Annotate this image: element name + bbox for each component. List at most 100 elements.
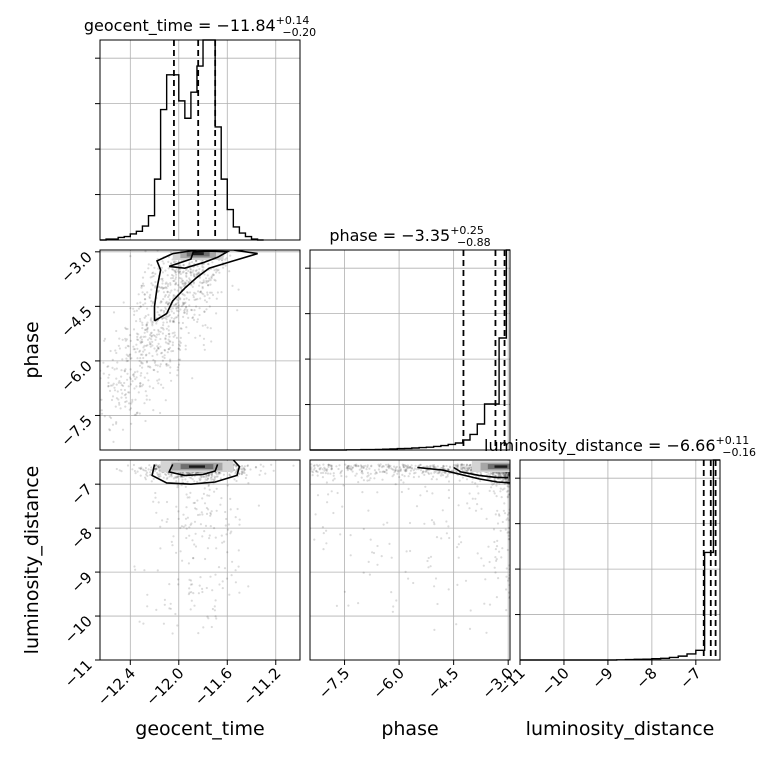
sample-point [173,261,176,264]
sample-point [111,358,114,361]
sample-point [497,472,500,475]
sample-point [158,466,161,469]
sample-point [412,476,415,479]
sample-point [214,248,216,250]
sample-point [196,499,199,502]
sample-point [187,562,190,565]
sample-point [409,466,412,469]
sample-point [379,463,382,466]
sample-point [213,478,216,481]
sample-point [118,347,121,350]
sample-point [182,270,185,273]
sample-point [170,540,173,544]
sample-point [195,305,198,308]
sample-point [166,290,169,293]
sample-point [230,574,233,577]
sample-point [168,475,171,478]
sample-point [162,291,165,294]
sample-point [160,266,163,269]
sample-point [337,467,340,471]
sample-point [111,366,114,369]
density-level [192,252,204,256]
sample-point [447,496,451,499]
sample-point [429,555,433,558]
sample-point [141,366,144,369]
sample-point [199,281,202,284]
sample-point [489,471,493,474]
sample-point [190,308,193,311]
sample-point [496,472,499,475]
sample-point [208,305,211,308]
tick-label-y: −7 [67,480,95,508]
sample-point [202,475,205,478]
sample-point [463,467,467,470]
sample-point [172,260,175,263]
sample-point [118,337,121,340]
sample-point [148,337,151,340]
sample-point [125,338,128,341]
sample-point [171,320,175,324]
sample-point [495,596,498,599]
sample-point [123,388,126,392]
sample-point [502,472,505,475]
sample-point [218,248,220,250]
sample-point [390,591,393,594]
sample-point [200,282,203,285]
sample-point [246,464,249,468]
sample-point [191,246,193,248]
sample-point [474,482,477,485]
sample-point [492,490,495,493]
sample-point [200,475,203,478]
sample-point [344,463,347,466]
sample-point [124,368,127,371]
sample-point [134,398,137,401]
sample-point [197,290,200,293]
sample-point [432,521,435,524]
sample-point [421,472,424,475]
tick-label-x: −6.0 [369,664,407,702]
sample-point [381,470,384,474]
sample-point [254,466,258,469]
sample-point [86,394,88,396]
sample-point [208,488,211,491]
tick-label-y: −8 [67,524,95,552]
sample-point [162,316,165,319]
sample-point [166,342,169,345]
sample-point [506,513,510,516]
sample-point [507,485,510,488]
sample-point [335,465,338,468]
sample-point [329,472,332,475]
sample-point [259,463,262,466]
sample-point [491,474,495,477]
sample-point [445,476,448,479]
sample-point [132,345,135,348]
sample-point [107,376,110,379]
sample-point [386,465,389,468]
sample-point [502,509,505,512]
sample-point [233,478,236,481]
sample-point [139,342,142,345]
sample-point [430,472,433,475]
sample-point [506,517,509,520]
sample-point [427,566,430,569]
sample-point [179,358,182,361]
sample-point [427,556,430,560]
sample-point [170,273,174,277]
sample-point [190,284,193,287]
sample-point [188,496,191,499]
sample-point [192,281,196,284]
sample-point [507,472,510,475]
sample-point [186,496,189,499]
sample-point [492,482,495,485]
sample-point [482,564,485,567]
sample-point [201,513,204,516]
sample-point [353,464,356,467]
sample-point [206,274,209,277]
sample-point [146,327,149,330]
sample-point [194,532,197,535]
sample-point [211,261,214,264]
sample-point [476,485,479,488]
xlabel-luminosity-distance: luminosity_distance [526,718,715,740]
sample-point [151,322,154,325]
sample-point [179,297,182,300]
